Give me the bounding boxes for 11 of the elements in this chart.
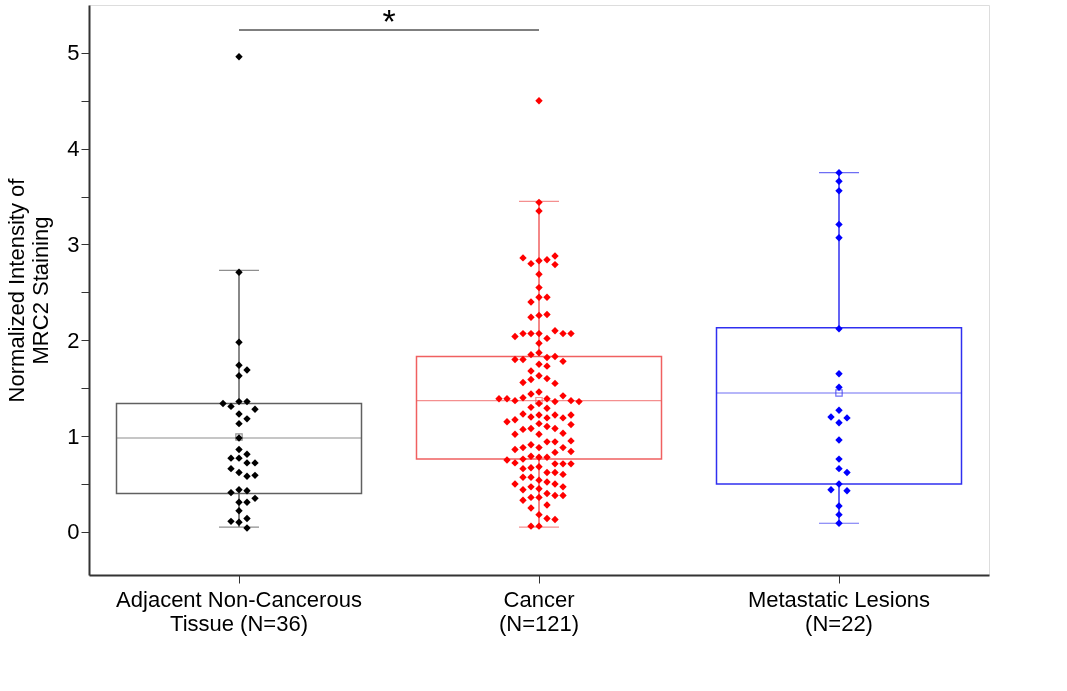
y-tick-label: 2	[67, 327, 80, 353]
y-tick-label: 3	[67, 232, 80, 257]
y-tick-label: 1	[67, 423, 80, 449]
x-tick-label: Adjacent Non-Cancerous Tissue (N=36)	[116, 586, 362, 636]
annotation: *	[382, 2, 396, 40]
x-tick-label: Cancer (N=121)	[498, 586, 580, 636]
y-axis-title: Normalized Intensity of MRC2 Staining	[4, 177, 54, 403]
x-tick-label: Metastatic Lesions (N=22)	[747, 586, 931, 636]
y-tick-label: 4	[67, 136, 80, 162]
y-tick-label: 0	[67, 519, 80, 545]
y-tick-label: 5	[67, 40, 80, 66]
